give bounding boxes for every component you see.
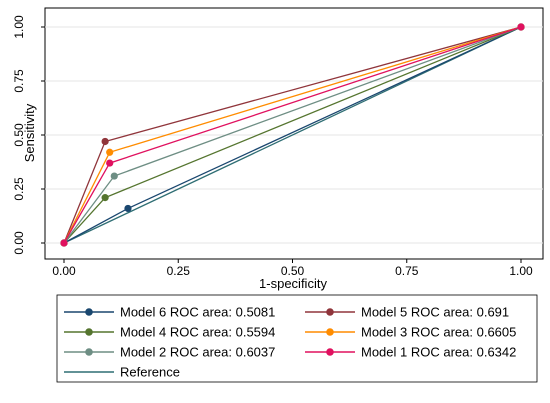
tick-labels: 0.00 0.25 0.50 0.75 1.00 0.00 0.25 0.50 0.75 1.00 — [12, 15, 533, 278]
legend-swatch-marker — [326, 348, 334, 356]
series-line — [63, 26, 522, 244]
legend-swatch-marker — [85, 308, 93, 316]
legend-label: Model 4 ROC area: 0.5594 — [120, 325, 275, 340]
legend-swatch-marker — [326, 308, 334, 316]
legend-label: Model 1 ROC area: 0.6342 — [361, 345, 516, 360]
x-tick-label: 1.00 — [509, 264, 533, 278]
legend-label: Model 3 ROC area: 0.6605 — [361, 325, 516, 340]
series-marker — [110, 172, 118, 180]
series-markers — [60, 23, 525, 247]
legend: Model 6 ROC area: 0.5081 Model 5 ROC area… — [64, 305, 516, 380]
axes — [41, 26, 522, 263]
series-marker — [106, 148, 114, 156]
legend-swatch-marker — [326, 328, 334, 336]
legend-label: Model 2 ROC area: 0.6037 — [120, 345, 275, 360]
y-axis-title: Sensitivity — [22, 103, 37, 162]
series-marker — [517, 23, 525, 31]
legend-label: Reference — [120, 365, 180, 380]
y-tick-label: 0.00 — [12, 231, 26, 255]
legend-label: Model 5 ROC area: 0.691 — [361, 305, 509, 320]
x-axis-title: 1-specificity — [259, 276, 327, 291]
legend-box — [56, 294, 538, 383]
legend-swatch-marker — [85, 348, 93, 356]
y-tick-label: 0.25 — [12, 177, 26, 201]
series-marker — [101, 137, 109, 146]
y-tick-label: 0.75 — [12, 69, 26, 93]
y-tick-label: 1.00 — [12, 15, 26, 39]
x-tick-label: 0.50 — [281, 264, 305, 278]
series-marker — [124, 204, 132, 213]
y-tick-label: 0.50 — [12, 123, 26, 147]
x-tick-label: 0.25 — [167, 264, 191, 278]
x-tick-label: 0.00 — [52, 264, 76, 278]
series-marker — [101, 194, 109, 202]
x-tick-label: 0.75 — [395, 264, 419, 278]
series-marker — [106, 159, 114, 167]
legend-label: Model 6 ROC area: 0.5081 — [120, 305, 275, 320]
legend-swatch-marker — [85, 328, 93, 336]
series-marker — [60, 239, 68, 247]
